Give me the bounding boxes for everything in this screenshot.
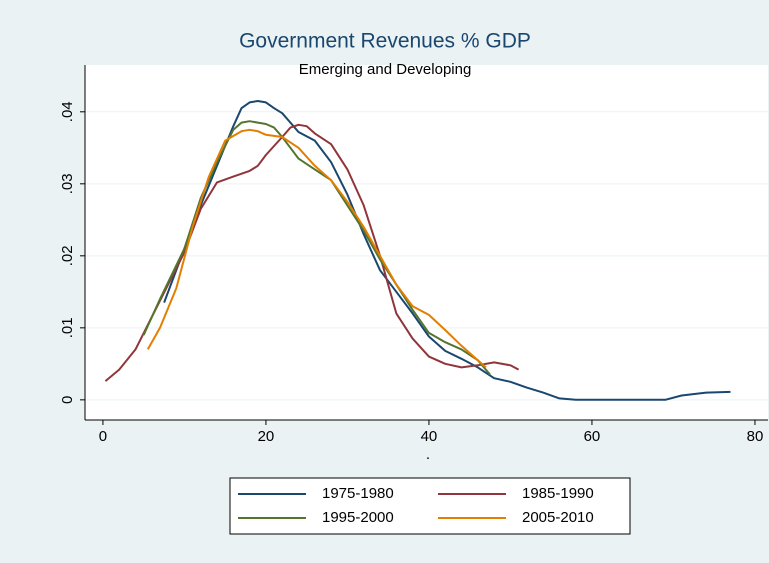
- x-tick-label: 40: [421, 428, 438, 445]
- series-line: [146, 128, 487, 369]
- legend-label: 1985-1990: [522, 485, 594, 502]
- x-tick-label: 80: [747, 428, 764, 445]
- y-tick-label: 0: [59, 396, 76, 404]
- series-line: [104, 123, 520, 382]
- y-tick-label: .02: [59, 245, 76, 266]
- legend-box: [229, 477, 631, 535]
- legend-label: 1975-1980: [322, 485, 394, 502]
- plot-area: [85, 65, 768, 420]
- x-tick-label: 0: [99, 428, 107, 445]
- x-tick-label: 20: [258, 428, 275, 445]
- legend-label: 1995-2000: [322, 509, 394, 526]
- y-tick-label: .03: [59, 173, 76, 194]
- chart-title: Government Revenues % GDP: [239, 30, 531, 53]
- legend-label: 2005-2010: [522, 509, 594, 526]
- y-tick-label: .01: [59, 317, 76, 338]
- x-axis-title: .: [426, 446, 430, 463]
- chart-subtitle: Emerging and Developing: [299, 61, 472, 78]
- series-line: [142, 120, 491, 376]
- y-tick-label: .04: [59, 101, 76, 122]
- x-tick-label: 60: [584, 428, 601, 445]
